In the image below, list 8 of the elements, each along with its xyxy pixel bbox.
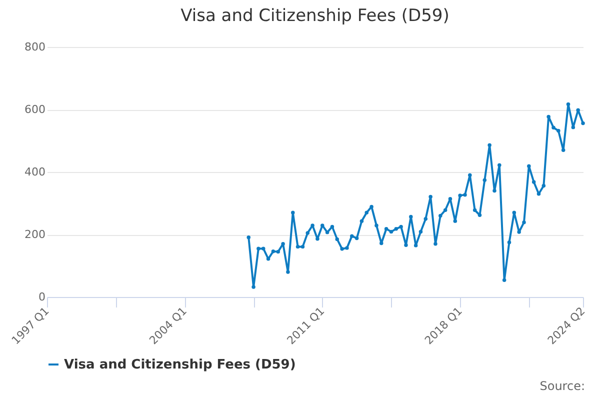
y-tick-label: 800	[24, 40, 46, 54]
y-tick-label: 200	[24, 228, 46, 241]
y-tick-label: 400	[24, 166, 46, 178]
legend-label: Visa and Citizenship Fees (D59)	[64, 358, 296, 372]
chart-title: Visa and Citizenship Fees (D59)	[180, 6, 450, 26]
y-tick-label: 600	[24, 103, 46, 116]
source-note: Source:	[540, 379, 585, 393]
y-tick-label: 0	[38, 290, 46, 304]
